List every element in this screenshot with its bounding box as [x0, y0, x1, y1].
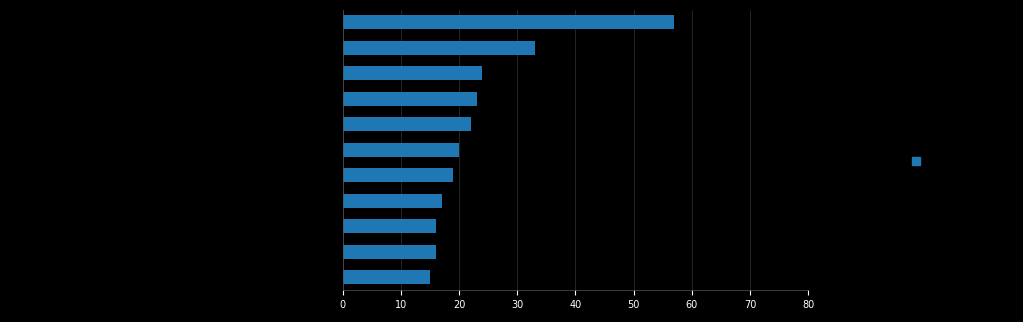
- Bar: [343, 92, 477, 106]
- Bar: [343, 143, 459, 157]
- Bar: [343, 15, 674, 29]
- Bar: [343, 270, 430, 284]
- Bar: [343, 41, 535, 55]
- Bar: [343, 168, 453, 182]
- Bar: [343, 219, 436, 233]
- Bar: [343, 66, 483, 80]
- Bar: [343, 117, 471, 131]
- Bar: [343, 194, 442, 208]
- Bar: [343, 245, 436, 259]
